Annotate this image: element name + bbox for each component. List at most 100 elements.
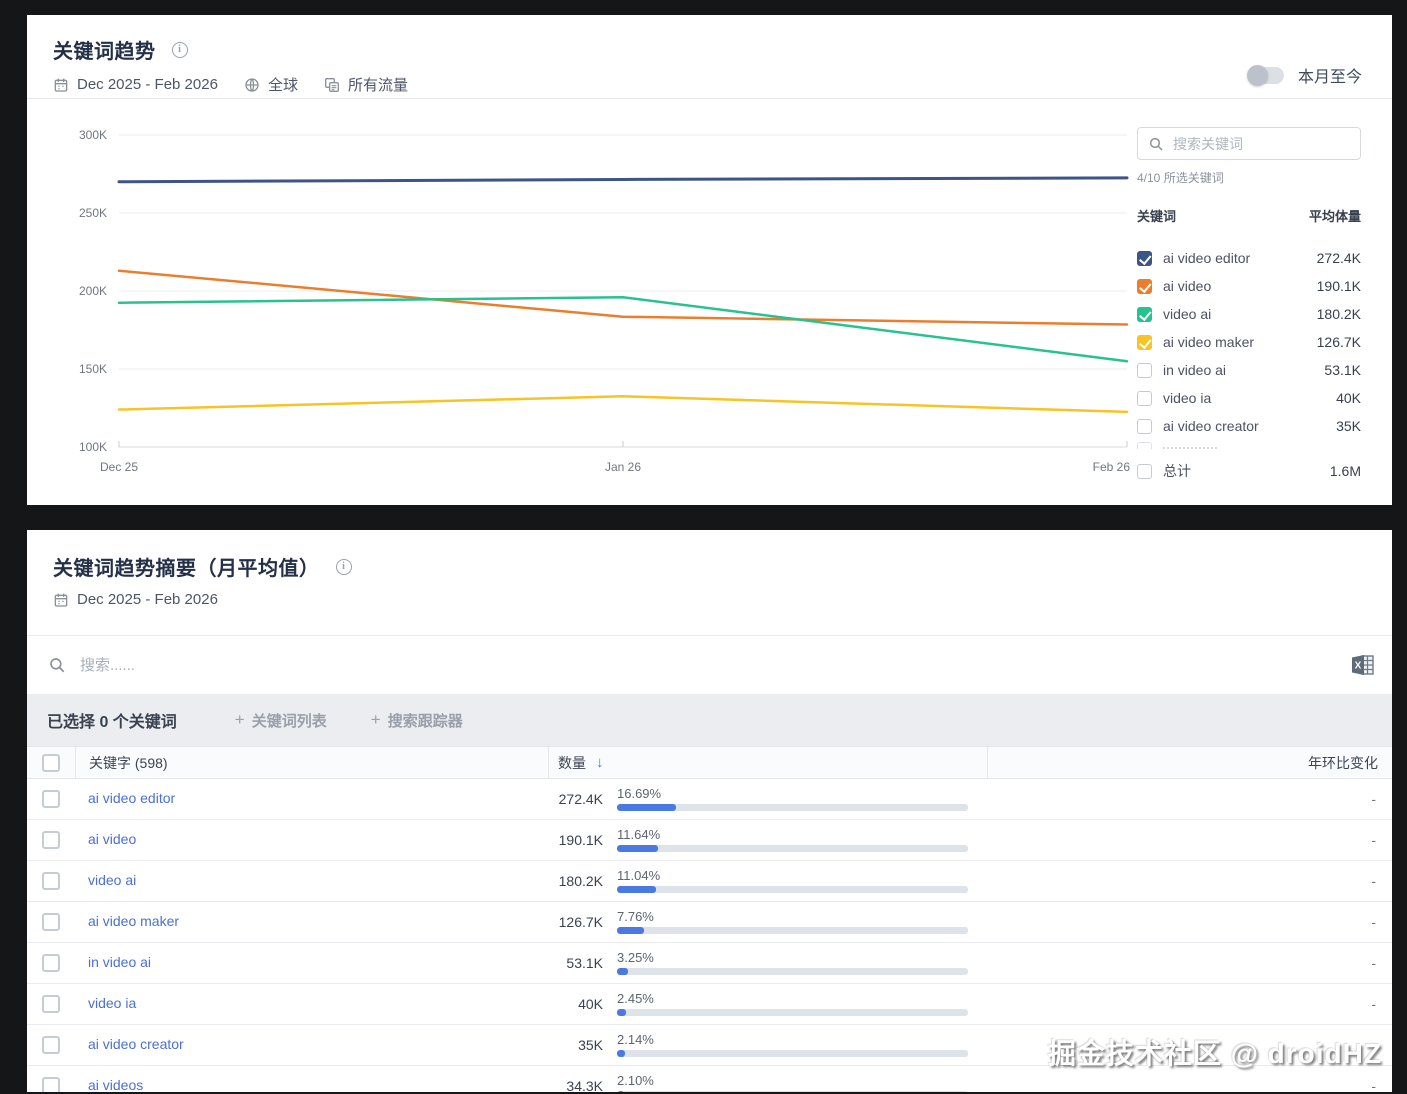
table-row: video ia 40K 2.45% -	[27, 984, 1392, 1025]
keyword-link[interactable]: video ai	[88, 872, 137, 888]
legend-checkbox[interactable]	[1137, 418, 1152, 434]
toggle-knob[interactable]	[1246, 64, 1268, 86]
row-checkbox[interactable]	[42, 872, 60, 890]
series-line-ai-video-maker	[117, 395, 1129, 414]
excel-icon: X	[1352, 655, 1374, 675]
table-row: ai videos 34.3K 2.10% -	[27, 1066, 1392, 1092]
trends-date-range[interactable]: Dec 2025 - Feb 2026	[77, 76, 218, 93]
yoy-value: -	[1371, 1037, 1376, 1053]
toggle-label: 本月至今	[1297, 69, 1362, 86]
percent-bar-fill	[617, 1050, 625, 1057]
x-tick-label: Dec 25	[100, 460, 138, 474]
percent-bar	[617, 968, 968, 975]
export-excel-button[interactable]: X	[1348, 651, 1378, 679]
legend-item[interactable]: video ia 40K	[1137, 384, 1361, 412]
table-row: in video ai 53.1K 3.25% -	[27, 943, 1392, 984]
legend-item[interactable]: ai video editor 272.4K	[1137, 244, 1361, 272]
legend-search-box[interactable]	[1137, 127, 1361, 160]
globe-icon	[245, 77, 259, 92]
legend-search-input[interactable]	[1173, 135, 1350, 152]
volume-value: 126.7K	[558, 914, 603, 930]
row-checkbox[interactable]	[42, 954, 60, 972]
row-checkbox[interactable]	[42, 995, 60, 1013]
legend-item[interactable]: ai video creator 35K	[1137, 412, 1361, 440]
add-keyword-list-button[interactable]: + 关键词列表	[234, 710, 327, 730]
legend-item-value: 190.1K	[1316, 278, 1361, 294]
row-checkbox[interactable]	[42, 1036, 60, 1054]
col-volume-header[interactable]: 数量 ↓	[548, 747, 987, 778]
select-all-checkbox[interactable]	[42, 753, 60, 772]
info-icon[interactable]: i	[171, 41, 188, 58]
legend-item[interactable]: in video ai 53.1K	[1137, 356, 1361, 384]
percent-label: 2.14%	[617, 1032, 654, 1047]
keyword-link[interactable]: ai video creator	[88, 1036, 184, 1052]
percent-bar	[617, 886, 968, 893]
x-tick-label: Jan 26	[605, 460, 641, 474]
total-checkbox[interactable]	[1137, 463, 1152, 479]
table-row: video ai 180.2K 11.04% -	[27, 861, 1392, 902]
col-yoy-header[interactable]: 年环比变化	[987, 747, 1392, 778]
selected-keywords-text: 已选择 0 个关键词	[47, 714, 177, 731]
legend-checkbox[interactable]	[1137, 334, 1152, 350]
table-row: ai video maker 126.7K 7.76% -	[27, 902, 1392, 943]
legend-item[interactable]: ai video maker 126.7K	[1137, 328, 1361, 356]
legend-checkbox[interactable]	[1137, 390, 1152, 406]
yoy-value: -	[1371, 832, 1376, 848]
traffic-filter[interactable]: 所有流量	[347, 77, 408, 94]
percent-bar-fill	[617, 886, 656, 893]
volume-value: 180.2K	[558, 873, 603, 889]
keyword-link[interactable]: in video ai	[88, 954, 152, 970]
keyword-trends-card: 关键词趋势 i Dec 2025 - Feb 2026 全球 所有流量 本月至今…	[27, 15, 1392, 505]
row-checkbox[interactable]	[42, 913, 60, 931]
region-filter[interactable]: 全球	[267, 77, 298, 94]
summary-date-range: Dec 2025 - Feb 2026	[77, 591, 218, 608]
legend-item-label: video ai	[1163, 306, 1212, 322]
legend-checkbox[interactable]	[1137, 362, 1152, 378]
legend-item[interactable]: ai video 190.1K	[1137, 272, 1361, 300]
keyword-link[interactable]: ai video maker	[88, 913, 180, 929]
row-checkbox[interactable]	[42, 831, 60, 849]
percent-label: 2.10%	[617, 1073, 654, 1088]
series-line-ai-video-editor	[117, 176, 1129, 184]
keyword-link[interactable]: video ia	[88, 995, 137, 1011]
legend-checkbox[interactable]	[1137, 250, 1152, 266]
legend-checkbox[interactable]	[1137, 306, 1152, 322]
legend-item-label: ai video	[1163, 278, 1212, 294]
col-keyword-header[interactable]: 关键字 (598)	[75, 747, 548, 778]
header-divider	[27, 635, 1392, 636]
series-line-video-ai	[117, 295, 1129, 363]
info-icon[interactable]: i	[335, 558, 352, 575]
month-to-date-toggle[interactable]	[1246, 64, 1284, 86]
calendar-icon	[54, 78, 68, 92]
legend-item-label: ai video editor	[1163, 250, 1251, 266]
yoy-value: -	[1371, 873, 1376, 889]
legend-checkbox[interactable]	[1137, 278, 1152, 294]
percent-bar-fill	[617, 927, 645, 934]
keyword-link[interactable]: ai video	[88, 831, 137, 847]
trend-chart: 100K 150K 200K 250K 300K Dec 25 Jan 26 Feb 26	[79, 128, 1130, 474]
summary-table-body: ai video editor 272.4K 16.69% - ai video…	[27, 779, 1392, 1092]
add-search-tracker-button[interactable]: + 搜索跟踪器	[370, 710, 463, 730]
row-checkbox[interactable]	[42, 790, 60, 808]
percent-bar-fill	[617, 1009, 626, 1016]
legend-item-value: 180.2K	[1316, 306, 1361, 322]
volume-value: 40K	[578, 996, 603, 1012]
month-to-date-toggle-group: 本月至今	[1246, 63, 1362, 87]
volume-value: 272.4K	[558, 791, 603, 807]
volume-value: 34.3K	[566, 1078, 603, 1092]
calendar-icon	[54, 593, 68, 607]
legend-item-value: 35K	[1336, 418, 1361, 434]
row-checkbox[interactable]	[42, 1077, 60, 1092]
sort-desc-icon[interactable]: ↓	[596, 754, 604, 771]
keyword-link[interactable]: ai video editor	[88, 790, 176, 806]
legend-item-label: ai video maker	[1163, 334, 1255, 350]
percent-bar-fill	[617, 804, 676, 811]
table-search-input[interactable]	[80, 656, 1334, 674]
legend-item[interactable]: video ai 180.2K	[1137, 300, 1361, 328]
legend-total-row[interactable]: 总计 1.6M	[1137, 457, 1361, 485]
percent-bar	[617, 1050, 968, 1057]
keyword-link[interactable]: ai videos	[88, 1077, 144, 1092]
yoy-value: -	[1371, 791, 1376, 807]
yoy-value: -	[1371, 955, 1376, 971]
search-icon	[1149, 137, 1163, 151]
